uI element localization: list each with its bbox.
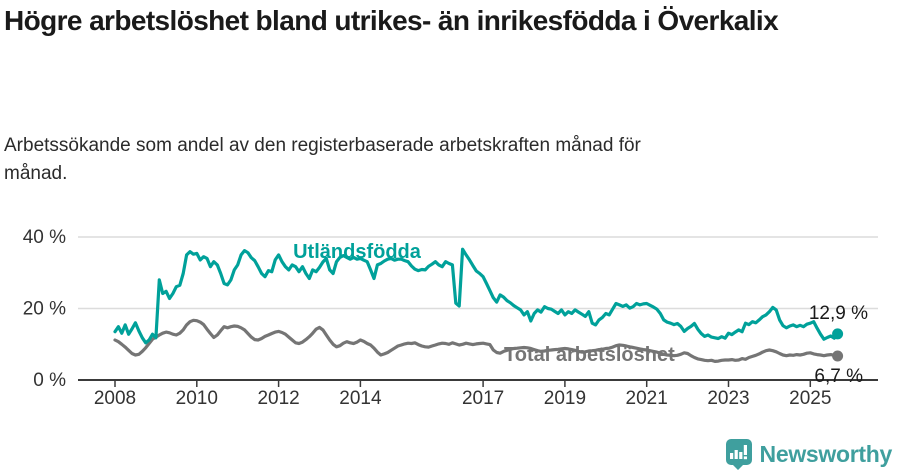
x-axis-label: 2014 [339,388,382,409]
exclamation-bar-icon [743,445,747,455]
brand-name: Newsworthy [759,440,893,467]
x-axis-label: 2017 [462,388,504,409]
x-axis-label: 2008 [94,388,136,409]
y-axis-label: 20 % [23,299,66,320]
x-axis-label: 2012 [257,388,299,409]
x-axis-label: 2010 [176,388,218,409]
end-value-label-total: 6,7 % [814,366,863,387]
chart-line-total [113,318,840,363]
x-axis-label: 2025 [789,388,831,409]
chart-line-utlandsfodda [113,247,840,345]
x-axis-label: 2023 [707,388,749,409]
speech-bubble-shape [725,439,752,470]
x-axis-label: 2021 [626,388,668,409]
chart-end-dot-total [832,350,844,362]
x-axis-label: 2019 [544,388,586,409]
y-axis-label: 40 % [23,227,66,248]
series-label-total: Total arbetslöshet [504,344,675,366]
chart-end-dot-utlandsfodda [832,328,844,340]
bar-icon-medium [734,450,738,459]
end-value-label-utlandsfodda: 12,9 % [809,303,868,324]
series-label-utlandsfodda: Utländsfödda [293,241,422,263]
bar-icon-short [738,452,742,459]
bar-icon-small [729,453,733,459]
newsworthy-logo-icon [725,439,752,470]
chart-subtitle: Arbetssökande som andel av den registerb… [4,135,641,184]
exclamation-dot-icon [743,456,747,460]
chart-title: Högre arbetslöshet bland utrikes- än inr… [4,5,779,36]
brand-footer: Newsworthy [724,438,892,470]
y-axis-label: 0 % [33,370,66,391]
